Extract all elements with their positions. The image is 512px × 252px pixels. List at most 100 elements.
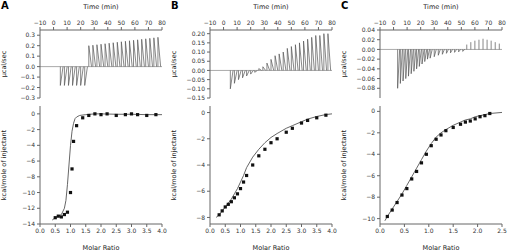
svg-text:Molar Ratio: Molar Ratio [83, 244, 120, 252]
svg-text:10: 10 [63, 19, 71, 26]
svg-text:kcal/mole of injectant: kcal/mole of injectant [170, 129, 178, 200]
svg-text:60: 60 [471, 19, 479, 26]
svg-text:−0.05: −0.05 [187, 76, 206, 83]
svg-text:0: 0 [31, 110, 35, 117]
svg-text:−10: −10 [34, 19, 47, 26]
svg-text:50: 50 [288, 19, 296, 26]
svg-text:−10: −10 [362, 215, 375, 222]
svg-text:−6: −6 [26, 157, 35, 164]
svg-text:−2: −2 [196, 135, 205, 142]
svg-text:0: 0 [371, 107, 375, 114]
svg-text:1.0: 1.0 [424, 227, 434, 234]
svg-text:μcal/sec: μcal/sec [340, 50, 348, 77]
svg-text:40: 40 [444, 19, 452, 26]
svg-text:0.00: 0.00 [362, 46, 376, 53]
svg-text:μcal/sec: μcal/sec [170, 50, 178, 77]
svg-text:−14: −14 [22, 220, 35, 227]
svg-text:−0.2: −0.2 [20, 84, 35, 91]
svg-text:−0.06: −0.06 [357, 75, 376, 82]
svg-text:1.5: 1.5 [251, 227, 261, 234]
svg-text:10: 10 [233, 19, 241, 26]
svg-text:0.0: 0.0 [35, 227, 45, 234]
svg-text:−6: −6 [196, 187, 205, 194]
svg-text:−0.02: −0.02 [357, 55, 376, 62]
svg-text:−8: −8 [26, 173, 35, 180]
svg-text:0: 0 [201, 109, 205, 116]
svg-text:−8: −8 [366, 193, 375, 200]
svg-text:−8: −8 [196, 214, 205, 221]
svg-text:0: 0 [222, 19, 226, 26]
svg-text:0.00: 0.00 [192, 67, 206, 74]
svg-text:1.5: 1.5 [81, 227, 91, 234]
svg-text:0.5: 0.5 [50, 227, 60, 234]
svg-text:70: 70 [485, 19, 493, 26]
svg-text:70: 70 [315, 19, 323, 26]
svg-text:0.10: 0.10 [192, 48, 206, 55]
svg-text:4.0: 4.0 [327, 227, 337, 234]
svg-text:0.3: 0.3 [25, 31, 35, 38]
svg-text:0.0: 0.0 [205, 227, 215, 234]
svg-text:−2: −2 [366, 129, 375, 136]
svg-text:Time (min): Time (min) [422, 3, 458, 11]
svg-text:Molar Ratio: Molar Ratio [253, 244, 290, 252]
svg-text:1.5: 1.5 [448, 227, 458, 234]
svg-text:Molar Ratio: Molar Ratio [423, 244, 460, 252]
svg-text:30: 30 [90, 19, 98, 26]
svg-text:3.5: 3.5 [142, 227, 152, 234]
svg-text:−0.08: −0.08 [357, 84, 376, 91]
svg-text:2.5: 2.5 [281, 227, 291, 234]
svg-text:2.5: 2.5 [111, 227, 121, 234]
svg-text:4.0: 4.0 [157, 227, 167, 234]
svg-text:−0.1: −0.1 [20, 73, 35, 80]
svg-text:0.15: 0.15 [192, 39, 206, 46]
svg-text:2.0: 2.0 [96, 227, 106, 234]
svg-text:60: 60 [131, 19, 139, 26]
svg-text:0.0: 0.0 [375, 227, 385, 234]
svg-text:−0.15: −0.15 [187, 94, 206, 100]
svg-text:0.04: 0.04 [362, 26, 376, 33]
svg-text:−10: −10 [374, 19, 387, 26]
svg-text:1.0: 1.0 [236, 227, 246, 234]
svg-text:−6: −6 [366, 172, 375, 179]
svg-text:80: 80 [498, 19, 504, 26]
svg-text:80: 80 [328, 19, 336, 26]
svg-text:30: 30 [260, 19, 268, 26]
svg-text:−2: −2 [26, 126, 35, 133]
svg-text:Time (min): Time (min) [252, 3, 288, 11]
svg-text:−10: −10 [22, 189, 35, 196]
svg-text:20: 20 [77, 19, 85, 26]
svg-text:kcal/mole of injectant: kcal/mole of injectant [8, 129, 9, 200]
svg-text:μcal/sec: μcal/sec [8, 50, 9, 77]
svg-text:−0.04: −0.04 [357, 65, 376, 72]
svg-text:0.5: 0.5 [220, 227, 230, 234]
svg-text:−10: −10 [204, 19, 217, 26]
svg-text:3.5: 3.5 [312, 227, 322, 234]
svg-text:0: 0 [392, 19, 396, 26]
svg-text:1.0: 1.0 [66, 227, 76, 234]
svg-text:0: 0 [52, 19, 56, 26]
svg-text:3.0: 3.0 [127, 227, 137, 234]
svg-text:30: 30 [430, 19, 438, 26]
svg-text:50: 50 [118, 19, 126, 26]
svg-text:2.0: 2.0 [473, 227, 483, 234]
svg-text:70: 70 [145, 19, 153, 26]
svg-text:10: 10 [403, 19, 411, 26]
svg-text:40: 40 [104, 19, 112, 26]
svg-text:40: 40 [274, 19, 282, 26]
svg-text:−0.3: −0.3 [20, 94, 35, 100]
svg-text:20: 20 [417, 19, 425, 26]
svg-text:0.1: 0.1 [25, 52, 35, 59]
svg-text:Time (min): Time (min) [82, 3, 118, 11]
svg-text:2.5: 2.5 [497, 227, 504, 234]
svg-text:0.2: 0.2 [25, 42, 35, 49]
svg-text:−4: −4 [196, 161, 205, 168]
svg-text:2.0: 2.0 [266, 227, 276, 234]
svg-text:20: 20 [247, 19, 255, 26]
svg-text:3.0: 3.0 [297, 227, 307, 234]
svg-text:60: 60 [301, 19, 309, 26]
svg-text:0.0: 0.0 [25, 63, 35, 70]
svg-text:0.05: 0.05 [192, 57, 206, 64]
svg-text:−4: −4 [366, 150, 375, 157]
svg-text:0.02: 0.02 [362, 36, 376, 43]
svg-text:50: 50 [458, 19, 466, 26]
